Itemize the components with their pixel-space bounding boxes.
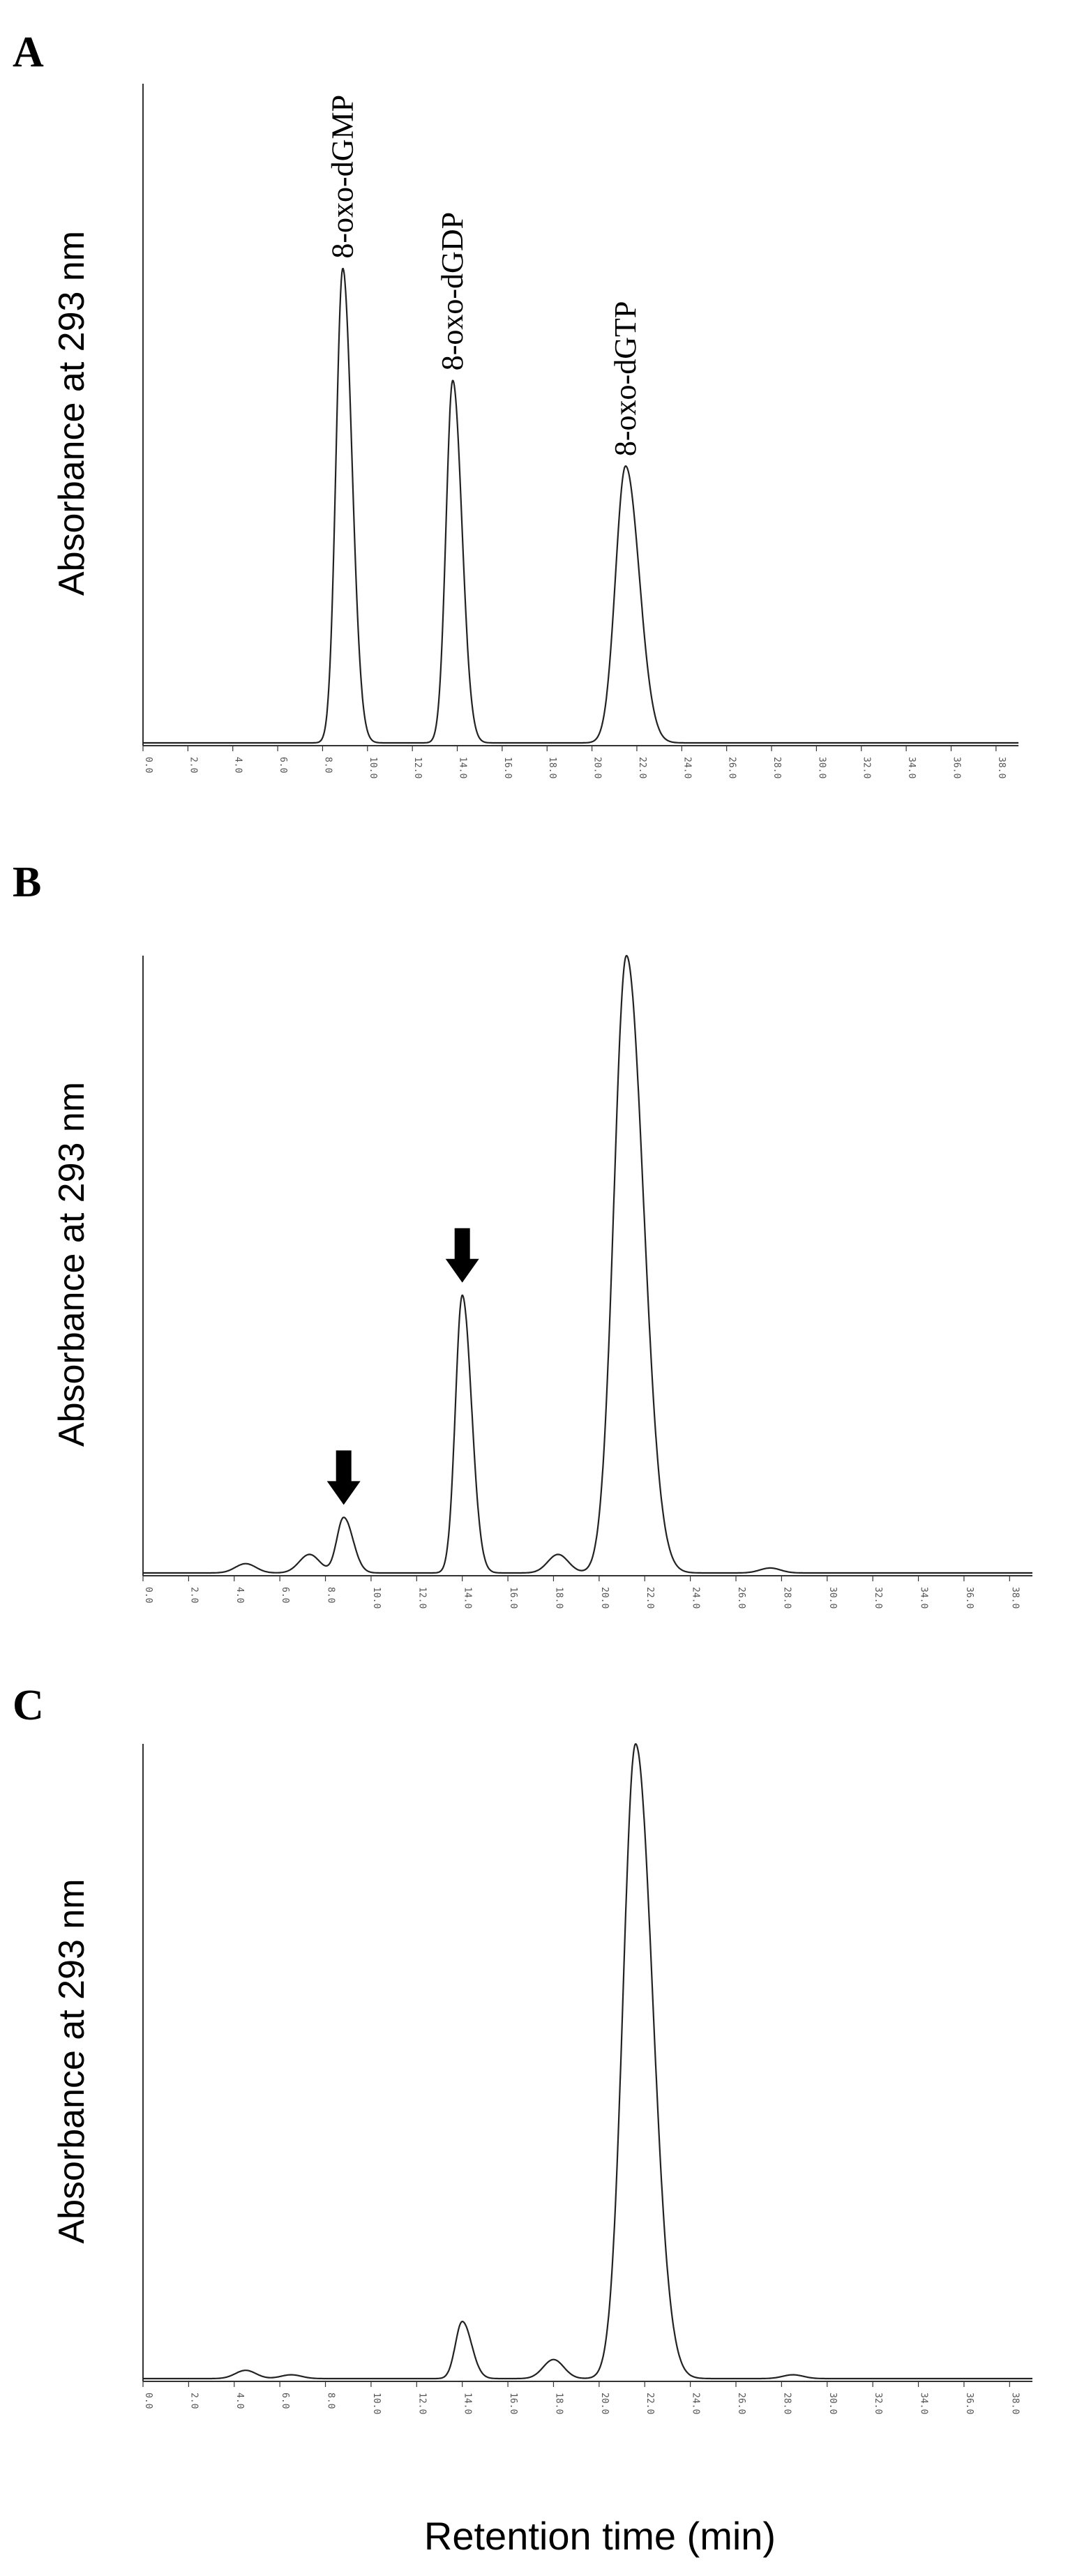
x-tick-label: 6.0 [280,1587,290,1603]
y-axis-label: Absorbance at 293 nm [52,231,92,596]
x-tick-label: 16.0 [502,757,513,778]
x-tick-label: 2.0 [188,2393,199,2409]
x-tick-label: 26.0 [736,2393,746,2414]
x-tick-label: 24.0 [682,757,692,778]
panel-letter-c: C [13,1682,44,1729]
x-tick-label: 38.0 [996,757,1007,778]
x-tick-label: 16.0 [508,1587,518,1609]
x-tick-label: 28.0 [772,757,782,778]
x-tick-label: 20.0 [599,1587,610,1609]
y-axis-label: Absorbance at 293 nm [52,1878,92,2243]
x-tick-label: 36.0 [951,757,961,778]
x-tick-label: 32.0 [873,1587,883,1609]
x-tick-label: 12.0 [412,757,423,778]
x-tick-label: 14.0 [462,1587,473,1609]
x-tick-label: 32.0 [862,757,872,778]
x-tick-label: 6.0 [278,757,288,773]
x-tick-label: 22.0 [637,757,647,778]
x-tick-label: 34.0 [906,757,917,778]
x-tick-label: 8.0 [326,2393,336,2409]
x-tick-label: 18.0 [553,1587,564,1609]
x-tick-label: 14.0 [462,2393,473,2414]
x-tick-label: 20.0 [592,757,603,778]
x-tick-label: 10.0 [371,1587,382,1609]
panel-letter-b: B [13,859,41,906]
x-tick-label: 12.0 [416,2393,427,2414]
x-tick-label: 0.0 [143,1587,153,1603]
x-axis-label: Retention time (min) [424,2514,776,2558]
x-tick-label: 30.0 [827,1587,838,1609]
x-tick-label: 36.0 [964,2393,975,2414]
x-tick-label: 28.0 [781,1587,792,1609]
x-tick-label: 34.0 [919,1587,929,1609]
x-tick-label: 32.0 [873,2393,883,2414]
x-tick-label: 36.0 [964,1587,975,1609]
panel-letter-a: A [13,29,44,76]
x-tick-label: 26.0 [736,1587,746,1609]
x-tick-label: 20.0 [599,2393,610,2414]
x-tick-label: 18.0 [553,2393,564,2414]
x-tick-label: 24.0 [691,2393,701,2414]
y-axis-label: Absorbance at 293 nm [52,1082,92,1447]
x-tick-label: 38.0 [1009,2393,1020,2414]
x-tick-label: 22.0 [645,1587,655,1609]
x-tick-label: 6.0 [280,2393,290,2409]
x-tick-label: 2.0 [188,1587,199,1603]
peak-label: 8-oxo-dGTP [608,301,642,456]
x-tick-label: 10.0 [371,2393,382,2414]
x-tick-label: 8.0 [322,757,333,773]
peak-label: 8-oxo-dGDP [435,212,469,370]
x-tick-label: 18.0 [547,757,557,778]
x-tick-label: 24.0 [691,1587,701,1609]
x-tick-label: 14.0 [458,757,468,778]
x-tick-label: 4.0 [233,757,243,773]
x-tick-label: 4.0 [234,1587,245,1603]
x-tick-label: 30.0 [816,757,827,778]
x-tick-label: 38.0 [1009,1587,1020,1609]
x-tick-label: 4.0 [234,2393,245,2409]
x-tick-label: 34.0 [919,2393,929,2414]
x-tick-label: 30.0 [827,2393,838,2414]
x-tick-label: 0.0 [143,757,153,773]
x-tick-label: 12.0 [416,1587,427,1609]
x-tick-label: 26.0 [727,757,737,778]
peak-label: 8-oxo-dGMP [325,95,359,259]
x-tick-label: 28.0 [781,2393,792,2414]
x-tick-label: 22.0 [645,2393,655,2414]
x-tick-label: 2.0 [188,757,198,773]
x-tick-label: 0.0 [143,2393,153,2409]
x-tick-label: 10.0 [368,757,378,778]
x-tick-label: 8.0 [326,1587,336,1603]
x-tick-label: 16.0 [508,2393,518,2414]
